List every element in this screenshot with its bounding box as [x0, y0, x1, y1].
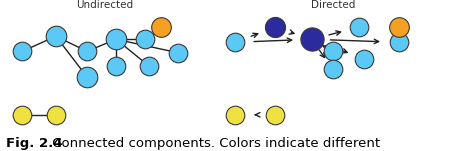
Point: [329, 68, 336, 71]
Point: [141, 38, 148, 40]
Point: [157, 26, 164, 28]
Point: [360, 58, 367, 60]
Point: [355, 26, 362, 28]
Text: Connected components. Colors indicate different: Connected components. Colors indicate di…: [48, 137, 379, 150]
Point: [19, 50, 26, 53]
Point: [271, 114, 278, 116]
Title: Undirected: Undirected: [76, 0, 133, 10]
Point: [112, 38, 119, 40]
Point: [308, 38, 315, 40]
Point: [83, 76, 91, 78]
Point: [174, 52, 182, 54]
Point: [271, 26, 278, 28]
Point: [112, 65, 119, 68]
Point: [146, 65, 153, 68]
Point: [52, 114, 59, 116]
Point: [52, 35, 59, 37]
Point: [231, 41, 238, 43]
Point: [231, 114, 238, 116]
Point: [329, 50, 336, 53]
Point: [394, 41, 401, 43]
Point: [83, 50, 91, 53]
Point: [394, 26, 401, 28]
Title: Directed: Directed: [310, 0, 354, 10]
Point: [19, 114, 26, 116]
Text: Fig. 2.4: Fig. 2.4: [6, 137, 62, 150]
